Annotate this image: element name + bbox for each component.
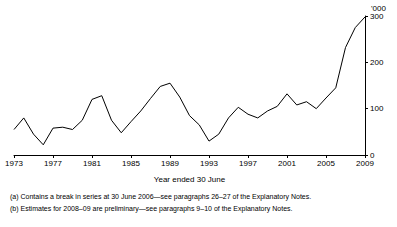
svg-text:2001: 2001 (278, 159, 296, 168)
svg-text:300: 300 (370, 12, 384, 21)
svg-text:1973: 1973 (5, 159, 23, 168)
svg-text:(a) Contains a break in series: (a) Contains a break in series at 30 Jun… (10, 193, 311, 201)
svg-text:2005: 2005 (317, 159, 335, 168)
svg-text:2009: 2009 (356, 159, 374, 168)
svg-text:(b) Estimates for 2008–09 are: (b) Estimates for 2008–09 are preliminar… (10, 205, 293, 213)
svg-text:100: 100 (370, 104, 384, 113)
svg-text:0: 0 (370, 150, 375, 160)
svg-text:'000: '000 (371, 3, 386, 13)
svg-text:Year ended 30 June: Year ended 30 June (154, 175, 226, 184)
svg-text:1993: 1993 (200, 159, 218, 168)
svg-text:200: 200 (370, 58, 384, 67)
svg-text:1981: 1981 (83, 159, 101, 168)
svg-text:1989: 1989 (161, 159, 179, 168)
svg-text:1977: 1977 (44, 159, 62, 168)
svg-text:1985: 1985 (122, 159, 140, 168)
svg-text:1997: 1997 (239, 159, 257, 168)
